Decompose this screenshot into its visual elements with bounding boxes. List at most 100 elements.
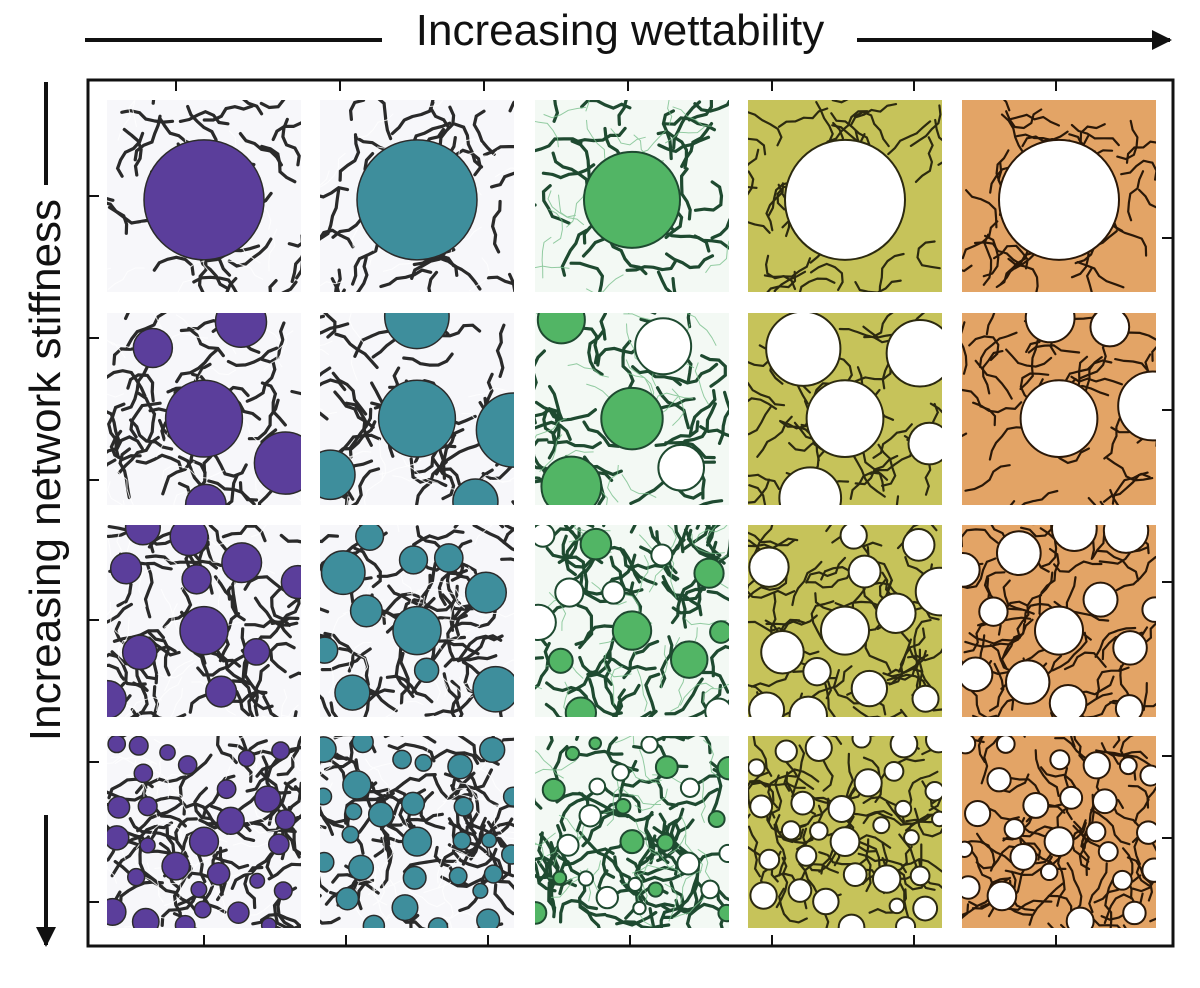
network-strand [177, 894, 227, 914]
void-hole [787, 878, 813, 903]
network-strand [547, 407, 597, 422]
network-strand [687, 100, 714, 122]
network-strand [129, 418, 174, 451]
network-strand-highlight [248, 742, 273, 778]
network-strand-highlight [436, 787, 465, 819]
network-strand-highlight [603, 653, 632, 678]
network-strand [320, 694, 332, 717]
network-strand [752, 736, 773, 777]
network-strand-highlight [679, 682, 714, 706]
network-strand [1064, 359, 1113, 383]
network-strand [348, 407, 373, 459]
void-hole [1082, 751, 1111, 780]
network-strand-highlight [246, 819, 287, 834]
void-hole [804, 736, 833, 762]
network-strand [668, 736, 712, 755]
network-strand [495, 323, 506, 378]
network-strand-highlight [114, 756, 158, 765]
void-hole [872, 816, 891, 835]
panel-r4-c4 [748, 736, 942, 928]
void-hole [901, 528, 936, 562]
network-strand [622, 639, 660, 680]
network-strand-highlight [539, 434, 563, 473]
void-hole [909, 865, 931, 887]
network-strand-highlight [132, 100, 137, 128]
network-strand [988, 662, 1005, 712]
void-hole [962, 840, 974, 858]
network-strand-highlight [635, 820, 659, 857]
network-strand [390, 101, 435, 136]
network-strand-highlight [625, 359, 653, 395]
network-strand [609, 555, 644, 594]
void-hole [962, 552, 981, 588]
network-strand-highlight [163, 659, 194, 692]
network-strand-highlight [441, 881, 454, 922]
network-strand [535, 860, 557, 893]
network-strand [267, 862, 301, 881]
network-strand [244, 619, 292, 639]
network-strand [320, 811, 346, 825]
network-strand [333, 736, 369, 740]
network-strand [559, 898, 599, 924]
network-strand-highlight [107, 602, 111, 616]
network-strand [916, 240, 941, 270]
network-strand-highlight [364, 758, 390, 795]
network-strand [765, 182, 784, 232]
network-strand-highlight [471, 790, 510, 806]
network-strand [659, 908, 675, 928]
network-strand [679, 167, 692, 221]
droplet [392, 605, 442, 656]
droplet [139, 837, 156, 854]
network-strand [688, 389, 717, 437]
network-strand [982, 233, 993, 286]
droplet [320, 736, 337, 763]
network-strand-highlight [107, 339, 131, 349]
droplet [121, 634, 158, 671]
panel-r3-c2 [320, 525, 514, 717]
network-strand [913, 807, 942, 838]
network-strand [985, 313, 996, 336]
network-strand-highlight [281, 714, 292, 717]
network-strand-highlight [320, 170, 330, 186]
droplet [342, 770, 372, 800]
network-strand [671, 277, 677, 292]
droplet [583, 150, 681, 249]
network-strand [909, 104, 942, 147]
void-hole [657, 443, 706, 492]
network-strand [849, 103, 898, 127]
network-strand-highlight [610, 665, 623, 705]
network-strand [1125, 140, 1156, 164]
network-strand-highlight [639, 749, 662, 785]
network-strand [865, 838, 872, 893]
network-strand [456, 634, 503, 663]
network-strand-highlight [664, 126, 705, 144]
network-strand [669, 807, 690, 855]
network-strand [1079, 338, 1108, 380]
network-strand [385, 674, 434, 704]
network-strand [748, 137, 767, 156]
network-strand [1038, 571, 1054, 623]
network-strand [424, 694, 475, 717]
void-hole [931, 810, 942, 828]
network-strand [1008, 113, 1060, 127]
network-strand [700, 354, 727, 388]
void-hole [1111, 869, 1133, 891]
droplet [367, 801, 394, 828]
droplet [107, 679, 127, 717]
droplet [179, 605, 229, 656]
droplet [414, 753, 433, 772]
droplet [481, 832, 498, 849]
network-strand [766, 270, 797, 292]
network-strand-highlight [443, 915, 453, 928]
network-strand [798, 277, 836, 292]
void-hole [850, 669, 889, 708]
network-strand-highlight [585, 100, 590, 112]
network-strand [1063, 651, 1107, 671]
network-strand-highlight [635, 554, 649, 597]
droplet [427, 917, 449, 928]
droplet [472, 882, 489, 899]
network-strand [178, 109, 230, 126]
network-strand [773, 823, 787, 877]
network-strand [350, 467, 381, 505]
void-hole [588, 777, 607, 796]
